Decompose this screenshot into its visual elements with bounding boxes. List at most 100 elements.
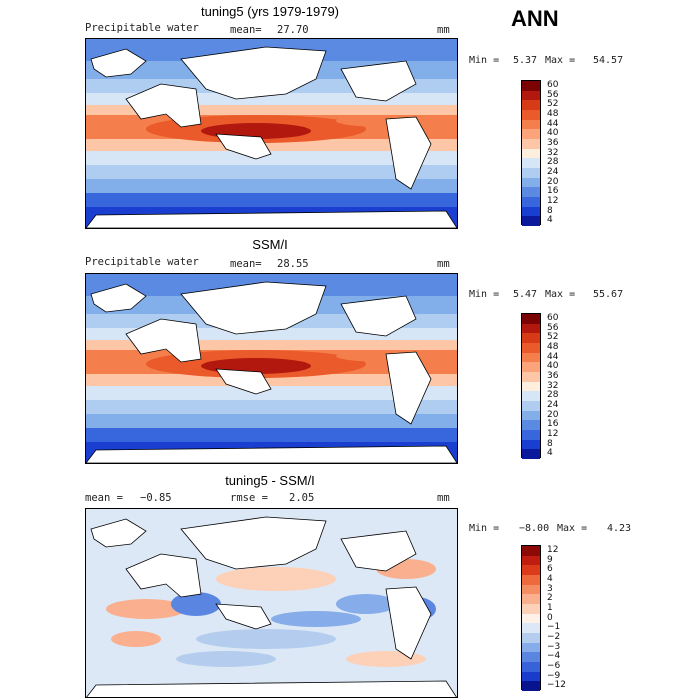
panel-3-min-value: −8.00 <box>519 523 550 534</box>
colorbar-swatch <box>522 138 540 149</box>
panel-2-landmass <box>86 281 457 463</box>
field-band <box>86 386 457 400</box>
colorbar-tick-label: 6 <box>547 564 553 575</box>
colorbar-tick-label: 3 <box>547 583 553 594</box>
colorbar-tick-label: 4 <box>547 573 553 584</box>
anomaly-blob <box>346 651 426 667</box>
colorbar-swatch <box>522 100 540 110</box>
colorbar-swatch <box>522 632 540 643</box>
colorbar-tick-label: 8 <box>547 438 553 449</box>
colorbar-tick-label: 40 <box>547 361 559 372</box>
field-band <box>86 165 457 179</box>
panel-2-map <box>85 273 458 464</box>
colorbar-tick-label: 44 <box>547 118 559 129</box>
colorbar-swatch <box>522 584 540 595</box>
colorbar-tick-label: 60 <box>547 312 559 323</box>
panel-3-units: mm <box>437 492 450 504</box>
colorbar-swatch <box>522 187 540 197</box>
colorbar-tick-label: 56 <box>547 89 559 100</box>
colorbar-swatch <box>522 81 540 91</box>
panel-3-colorbar <box>521 545 541 691</box>
continent-outline <box>125 553 202 598</box>
anomaly-blob <box>271 611 361 627</box>
panel-1-field <box>86 39 457 228</box>
colorbar-tick-label: 32 <box>547 147 559 158</box>
colorbar-tick-label: 48 <box>547 108 559 119</box>
continent-outline <box>340 295 417 337</box>
panel-3-max-label: Max = <box>557 523 588 534</box>
panel-2-field <box>86 274 457 463</box>
continent-outline <box>385 586 432 660</box>
colorbar-swatch <box>522 371 540 382</box>
panel-3-title: tuning5 - SSM/I <box>225 473 315 488</box>
panel-3-rmse-value: 2.05 <box>289 492 315 504</box>
colorbar-swatch <box>522 129 540 139</box>
anomaly-blob <box>111 631 161 647</box>
panel-3-map <box>85 508 458 698</box>
colorbar-tick-label: 16 <box>547 419 559 430</box>
colorbar-tick-label: 20 <box>547 176 559 187</box>
continent-outline <box>385 351 432 425</box>
panel-1-mean-value: 27.70 <box>277 24 309 36</box>
colorbar-swatch <box>522 429 540 440</box>
continent-outline <box>86 445 457 463</box>
anomaly-blob <box>216 567 336 591</box>
colorbar-tick-label: 12 <box>547 195 559 206</box>
panel-2-variable: Precipitable water <box>85 256 199 268</box>
colorbar-swatch <box>522 90 540 101</box>
panel-1-min-label: Min = <box>469 55 500 66</box>
continent-outline <box>215 368 272 395</box>
panel-3-max-value: 4.23 <box>607 523 632 534</box>
colorbar-tick-label: 4 <box>547 215 553 226</box>
colorbar-swatch <box>522 400 540 411</box>
continent-outline <box>90 283 147 313</box>
continent-outline <box>86 210 457 228</box>
field-band <box>86 428 457 442</box>
colorbar-tick-label: 40 <box>547 128 559 139</box>
colorbar-swatch <box>522 216 540 226</box>
colorbar-tick-label: 1 <box>547 602 553 613</box>
colorbar-swatch <box>522 546 540 556</box>
field-band <box>86 139 457 151</box>
panel-1-min-value: 5.37 <box>513 55 538 66</box>
panel-1-landmass <box>86 46 457 228</box>
colorbar-swatch <box>522 119 540 130</box>
colorbar-swatch <box>522 420 540 430</box>
colorbar-tick-label: −9 <box>547 670 561 681</box>
field-band <box>86 151 457 165</box>
colorbar-swatch <box>522 661 540 672</box>
colorbar-swatch <box>522 439 540 450</box>
anomaly-blob <box>336 594 396 614</box>
colorbar-tick-label: 8 <box>547 205 553 216</box>
colorbar-swatch <box>522 333 540 343</box>
continent-outline <box>215 133 272 160</box>
colorbar-swatch <box>522 671 540 682</box>
continent-outline <box>340 60 417 102</box>
colorbar-swatch <box>522 594 540 604</box>
colorbar-tick-label: 48 <box>547 341 559 352</box>
continent-outline <box>125 83 202 128</box>
colorbar-swatch <box>522 352 540 363</box>
panel-2-title: SSM/I <box>252 237 288 252</box>
panel-2-max-value: 55.67 <box>593 289 624 300</box>
colorbar-tick-label: 16 <box>547 186 559 197</box>
panel-1-variable: Precipitable water <box>85 22 199 34</box>
anomaly-blob <box>171 592 221 616</box>
colorbar-tick-label: 24 <box>547 166 559 177</box>
panel-1-title: tuning5 (yrs 1979-1979) <box>200 4 340 19</box>
colorbar-swatch <box>522 449 540 459</box>
continent-outline <box>385 116 432 190</box>
colorbar-swatch <box>522 555 540 566</box>
colorbar-swatch <box>522 623 540 633</box>
colorbar-swatch <box>522 410 540 421</box>
field-band <box>86 400 457 414</box>
colorbar-swatch <box>522 323 540 334</box>
continent-outline <box>340 530 417 572</box>
colorbar-swatch <box>522 652 540 662</box>
colorbar-tick-label: 12 <box>547 428 559 439</box>
colorbar-tick-label: 52 <box>547 332 559 343</box>
colorbar-tick-label: 28 <box>547 157 559 168</box>
colorbar-swatch <box>522 381 540 392</box>
colorbar-swatch <box>522 177 540 188</box>
colorbar-tick-label: 36 <box>547 137 559 148</box>
